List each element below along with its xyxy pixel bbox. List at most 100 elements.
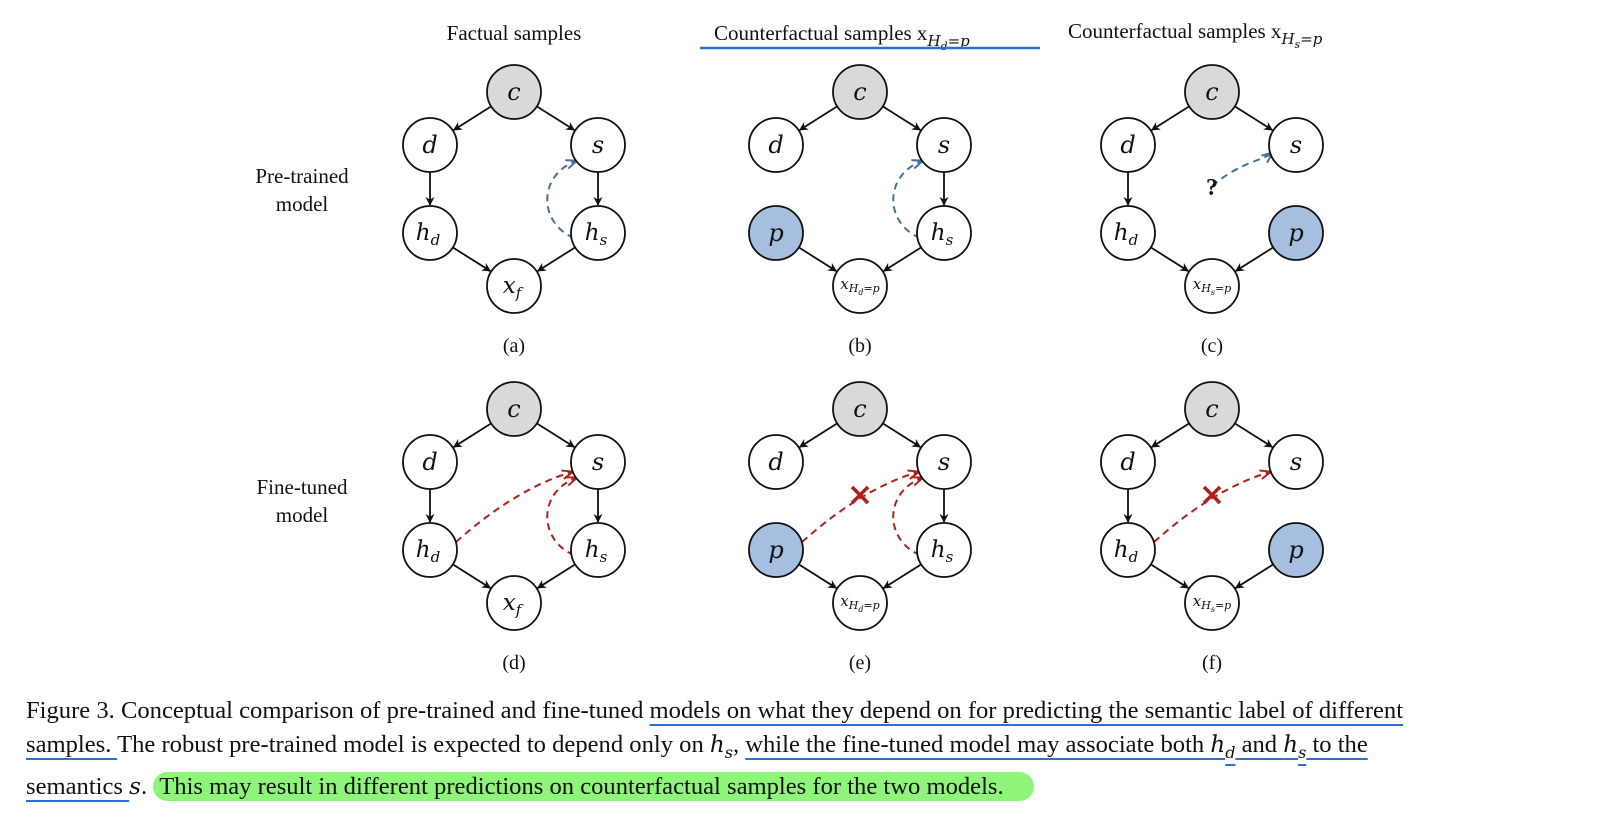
caption-segment: semantics <box>26 772 130 800</box>
node-c-circle <box>486 64 542 120</box>
node-xf-circle <box>486 258 542 314</box>
node-s: s <box>570 117 626 173</box>
column-title-counterfactual-hd: Counterfactual samples xHd=p <box>714 21 970 53</box>
panel-label-e: (e) <box>849 652 871 674</box>
cross-mark <box>1202 485 1222 505</box>
node-d-circle <box>1100 117 1156 173</box>
dashed-question-to-s <box>1211 153 1272 187</box>
edge-c-s <box>1234 422 1274 448</box>
svg-text:c: c <box>1205 78 1218 106</box>
node-c: c <box>486 64 542 120</box>
edge-right-bottom <box>882 246 922 272</box>
node-x-hs-p-circle <box>1184 258 1240 314</box>
svg-text:hd: hd <box>1114 220 1138 249</box>
svg-text:hd: hd <box>416 220 440 249</box>
node-s-circle <box>916 434 972 490</box>
node-d-circle <box>1100 434 1156 490</box>
node-hs: hs <box>916 522 972 578</box>
question-mark: ? <box>1206 175 1218 201</box>
edge-right-bottom <box>1234 246 1274 272</box>
caption-segment: The robust pre-trained model is expected… <box>117 731 710 758</box>
node-xf: xf <box>486 575 542 631</box>
node-hs: hs <box>570 522 626 578</box>
svg-text:d: d <box>422 448 437 476</box>
node-c-circle <box>832 64 888 120</box>
svg-text:p: p <box>768 219 783 247</box>
svg-text:xf: xf <box>503 273 524 302</box>
caption-segment: s <box>724 742 733 762</box>
node-x-hd-p-circle <box>832 258 888 314</box>
dashed-hs-to-s <box>546 161 576 239</box>
svg-text:s: s <box>1290 448 1302 476</box>
svg-text:d: d <box>768 448 783 476</box>
node-s: s <box>916 117 972 173</box>
row-label-finetuned-1: Fine-tuned <box>257 475 348 499</box>
svg-text:c: c <box>1205 395 1218 423</box>
svg-text:p: p <box>1288 219 1303 247</box>
svg-text:xHd=p: xHd=p <box>840 275 879 297</box>
edge-c-s <box>1234 105 1274 131</box>
figure-caption: Figure 3. Conceptual comparison of pre-t… <box>26 694 1586 804</box>
node-x-hd-p-circle <box>832 575 888 631</box>
svg-text:d: d <box>422 131 437 159</box>
node-x-hs-p-circle <box>1184 575 1240 631</box>
edge-left-bottom <box>798 246 838 272</box>
edge-c-d <box>798 105 838 131</box>
node-c-circle <box>1184 64 1240 120</box>
edge-c-s <box>536 105 576 131</box>
svg-text:c: c <box>507 78 520 106</box>
svg-text:hd: hd <box>416 537 440 566</box>
node-x-hd-p: xHd=p <box>832 258 888 314</box>
svg-text:s: s <box>1290 131 1302 159</box>
panel-a: c d s hd hs xf <box>402 64 626 314</box>
svg-text:hs: hs <box>931 537 954 566</box>
edge-c-s <box>882 422 922 448</box>
caption-segment: while the fine-tuned model may associate… <box>745 731 1211 758</box>
node-d: d <box>1100 117 1156 173</box>
node-p: p <box>1268 522 1324 578</box>
caption-segment: to the <box>1306 731 1368 758</box>
dashed-hs-to-s <box>546 478 576 556</box>
svg-text:s: s <box>938 448 950 476</box>
caption-segment: Figure 3. Conceptual comparison of pre-t… <box>26 697 650 724</box>
node-hs-circle <box>916 522 972 578</box>
dashed-hs-to-s <box>892 478 922 556</box>
node-hd: hd <box>1100 522 1156 578</box>
svg-text:hd: hd <box>1114 537 1138 566</box>
node-s: s <box>1268 434 1324 490</box>
node-p-circle <box>1268 205 1324 261</box>
node-s: s <box>916 434 972 490</box>
node-d: d <box>748 434 804 490</box>
svg-text:c: c <box>507 395 520 423</box>
caption-line-3: semantics s. This may result in differen… <box>26 770 1586 804</box>
node-p-circle <box>748 522 804 578</box>
panel-c: ? c d s hd p xHs=p <box>1100 64 1324 314</box>
svg-text:s: s <box>938 131 950 159</box>
edge-c-d <box>798 422 838 448</box>
dashed-left-to-s <box>801 472 918 543</box>
dashed-left-to-s <box>1153 472 1270 543</box>
node-p-circle <box>1268 522 1324 578</box>
node-s-circle <box>1268 434 1324 490</box>
edge-right-bottom <box>536 563 576 589</box>
row-label-finetuned-2: model <box>276 503 329 527</box>
edge-left-bottom <box>1150 246 1190 272</box>
node-d-circle <box>748 434 804 490</box>
caption-segment: samples. <box>26 731 118 758</box>
node-hd-circle <box>402 522 458 578</box>
node-hd: hd <box>1100 205 1156 261</box>
cross-mark <box>850 485 870 505</box>
node-d: d <box>402 434 458 490</box>
caption-segment: h <box>709 732 725 758</box>
panel-b: c d s p hs xHd=p <box>748 64 972 314</box>
node-hs-circle <box>570 205 626 261</box>
column-title-counterfactual-hs: Counterfactual samples xHs=p <box>1068 19 1323 51</box>
svg-text:hs: hs <box>931 220 954 249</box>
node-d: d <box>1100 434 1156 490</box>
svg-text:hs: hs <box>585 220 608 249</box>
dashed-left-to-s <box>455 472 572 543</box>
caption-segment: This may result in different predictions… <box>153 771 1034 801</box>
edge-left-bottom <box>1150 563 1190 589</box>
edge-left-bottom <box>452 246 492 272</box>
svg-text:d: d <box>1120 131 1135 159</box>
